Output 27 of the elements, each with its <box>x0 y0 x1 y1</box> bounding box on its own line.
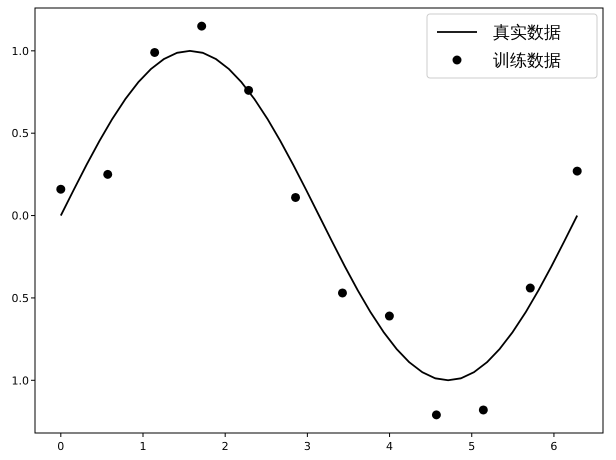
x-tick-label: 3 <box>304 440 311 453</box>
x-tick-label: 4 <box>386 440 394 453</box>
point <box>478 405 488 414</box>
y-tick-label: 1.0 <box>12 44 29 58</box>
point <box>338 288 347 298</box>
x-tick-label: 2 <box>222 440 229 453</box>
x-tick-label: 5 <box>468 440 476 453</box>
point <box>291 192 300 202</box>
y-tick-label: 0.5 <box>12 292 29 305</box>
point <box>150 48 160 57</box>
point <box>432 410 441 420</box>
point <box>103 170 112 179</box>
point <box>197 22 206 31</box>
legend-label: 真实数据 <box>493 23 561 43</box>
x-tick-label: 0 <box>57 440 64 453</box>
point <box>384 312 394 321</box>
y-tick-label: 0.5 <box>12 127 29 140</box>
point <box>56 184 66 194</box>
y-tick-label: 0.0 <box>12 210 29 223</box>
x-tick-label: 6 <box>550 440 558 453</box>
line-series <box>60 50 578 382</box>
point <box>526 284 535 293</box>
point <box>572 166 582 176</box>
y-tick-label: 1.0 <box>12 374 29 388</box>
point <box>244 86 254 95</box>
x-tick-label: 1 <box>139 440 146 453</box>
legend-label: 训练数据 <box>493 51 561 71</box>
